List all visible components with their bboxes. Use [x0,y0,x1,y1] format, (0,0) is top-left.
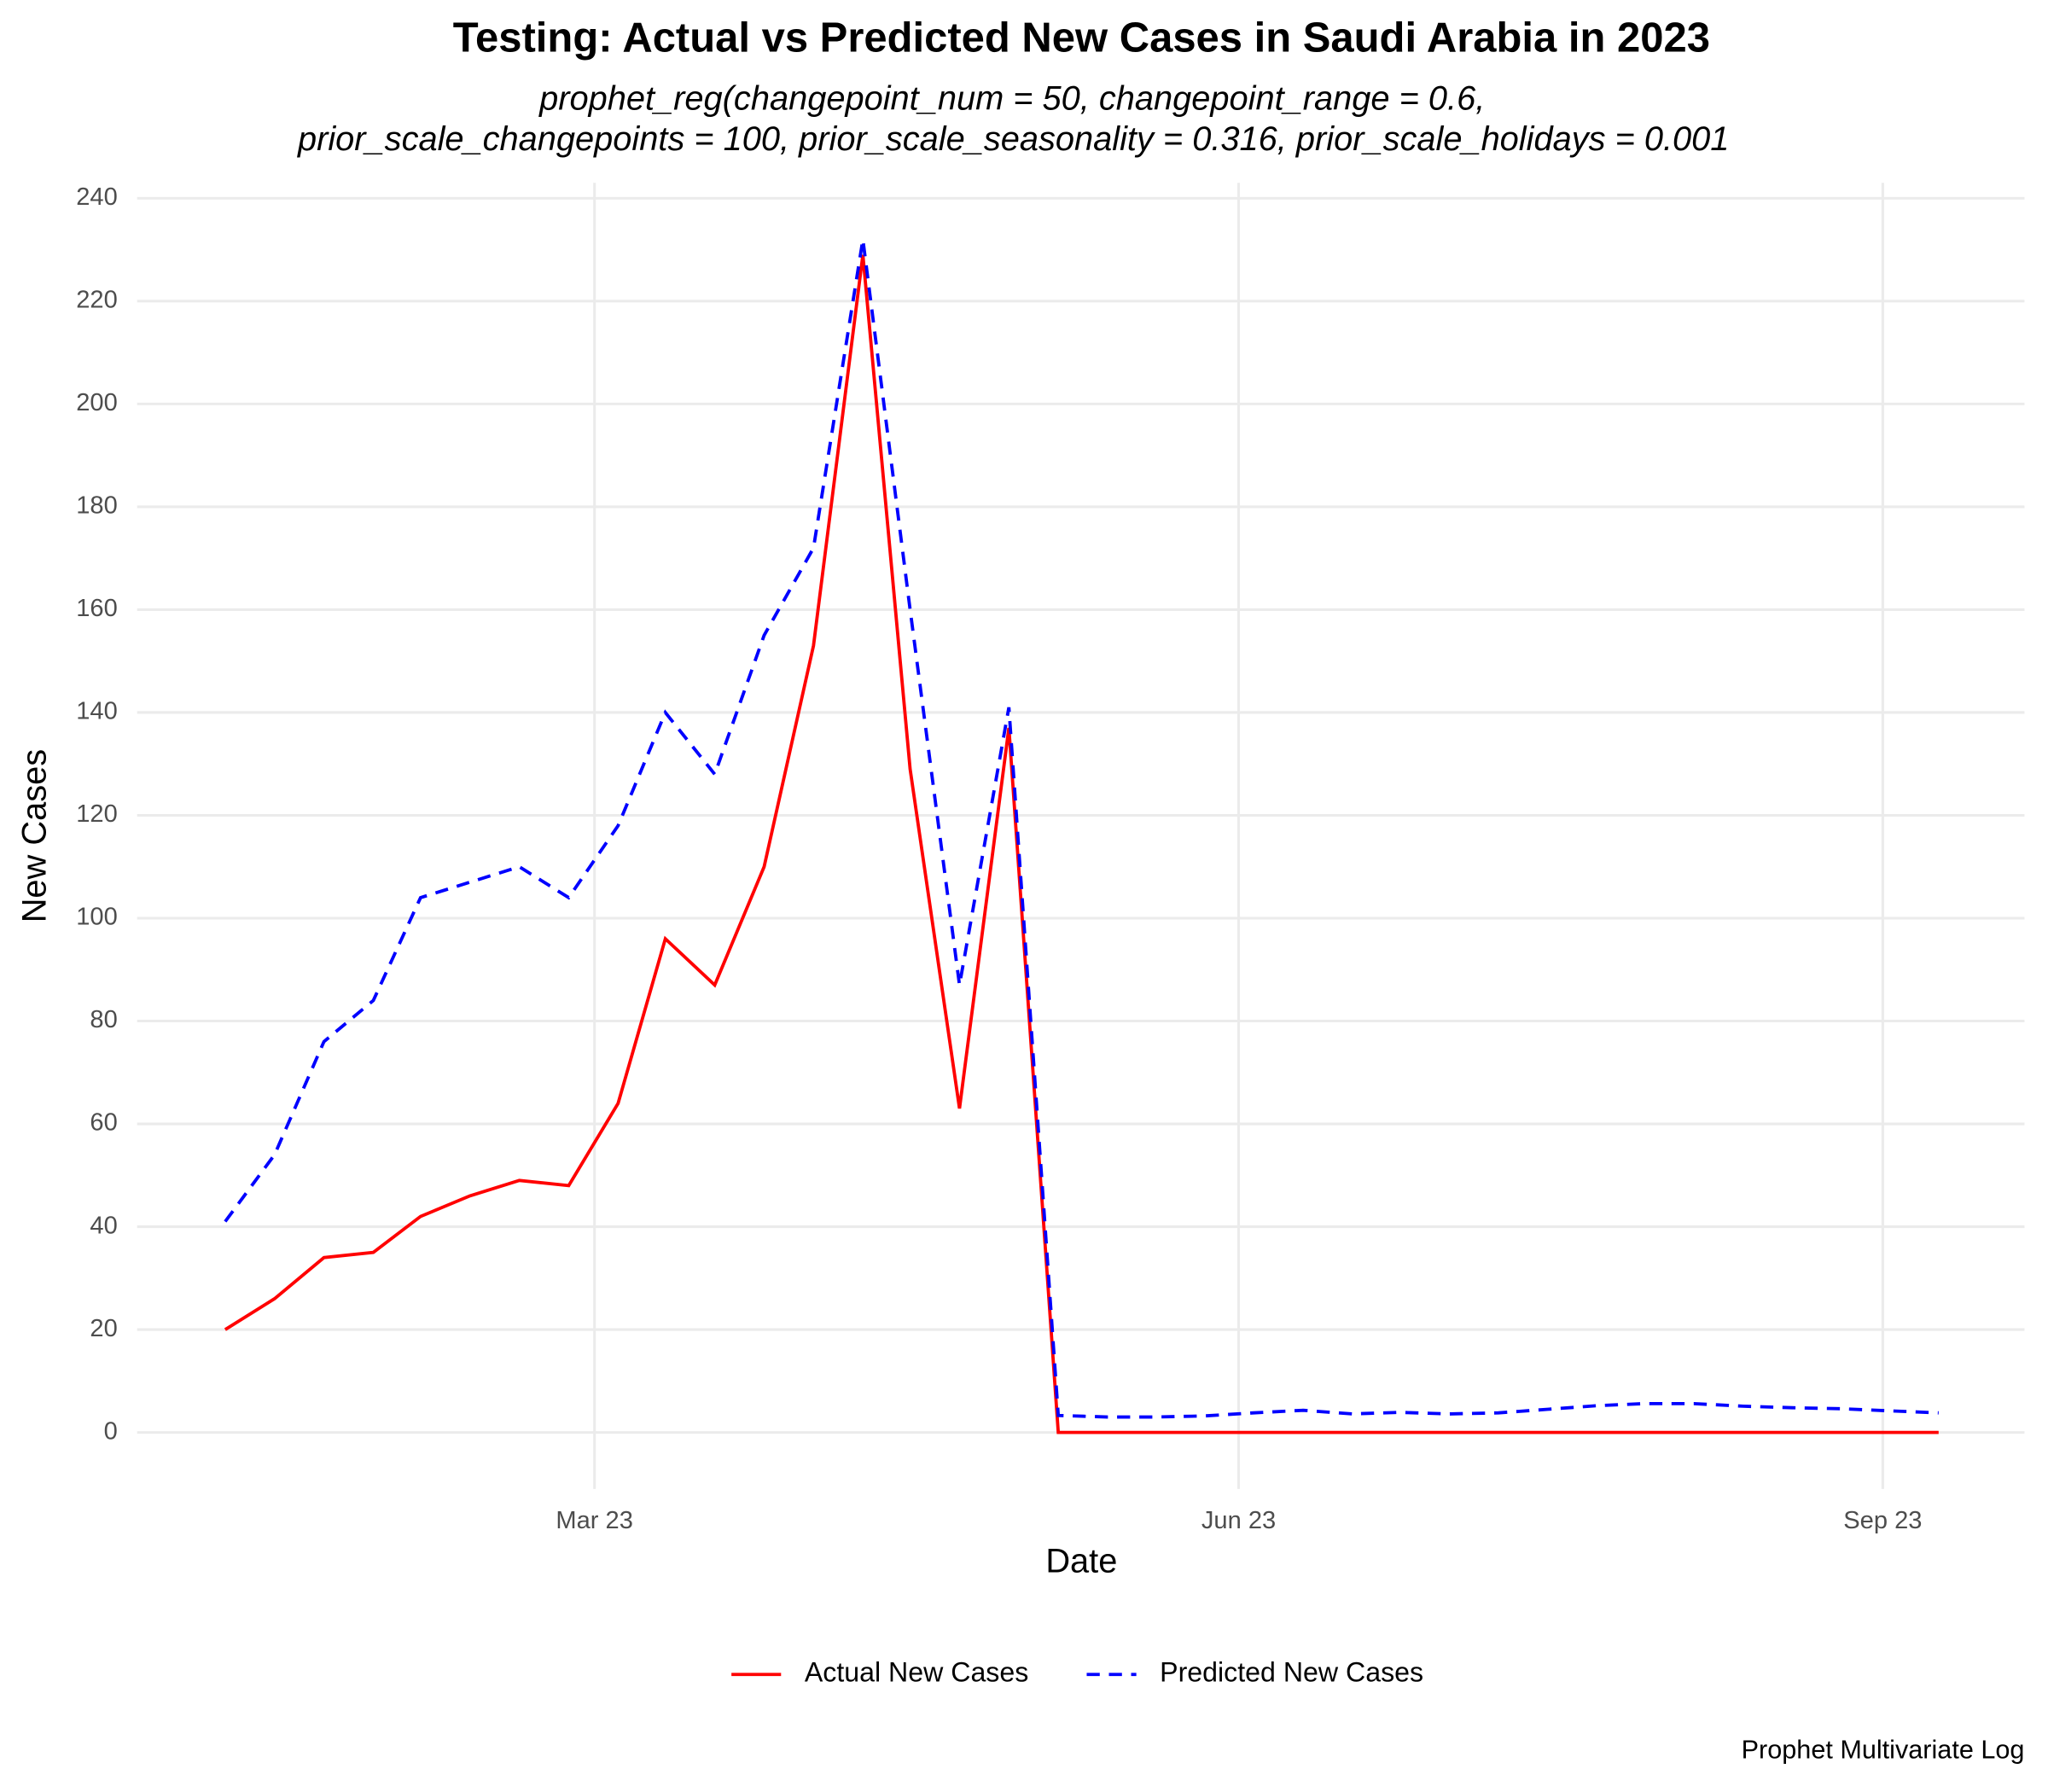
chart-subtitle: prior_scale_changepoints = 100, prior_sc… [297,120,1729,158]
y-tick-label: 220 [76,287,118,314]
series-line [224,239,1939,1419]
caption: Prophet Multivariate Log [1742,1736,2025,1765]
y-tick-label: 100 [76,904,118,931]
y-tick-label: 140 [76,698,118,725]
x-axis-title: Date [1045,1543,1117,1580]
series-line [224,254,1939,1434]
x-tick-label: Sep 23 [1843,1507,1922,1534]
y-tick-label: 20 [90,1315,117,1342]
x-tick-label: Jun 23 [1201,1507,1276,1534]
x-tick-label: Mar 23 [556,1507,633,1534]
legend-label: Predicted New Cases [1160,1657,1423,1688]
y-tick-label: 200 [76,389,118,416]
y-axis-title: New Cases [15,749,53,922]
chart-subtitle: prophet_reg(changepoint_num = 50, change… [538,79,1485,117]
y-tick-label: 40 [90,1212,117,1239]
y-tick-label: 180 [76,492,118,520]
chart-title: Testing: Actual vs Predicted New Cases i… [453,15,1710,61]
y-tick-label: 240 [76,183,118,211]
y-tick-label: 160 [76,595,118,622]
y-tick-label: 120 [76,800,118,828]
y-tick-label: 80 [90,1006,117,1033]
y-tick-label: 0 [104,1417,118,1445]
legend-label: Actual New Cases [805,1657,1028,1688]
y-tick-label: 60 [90,1109,117,1137]
